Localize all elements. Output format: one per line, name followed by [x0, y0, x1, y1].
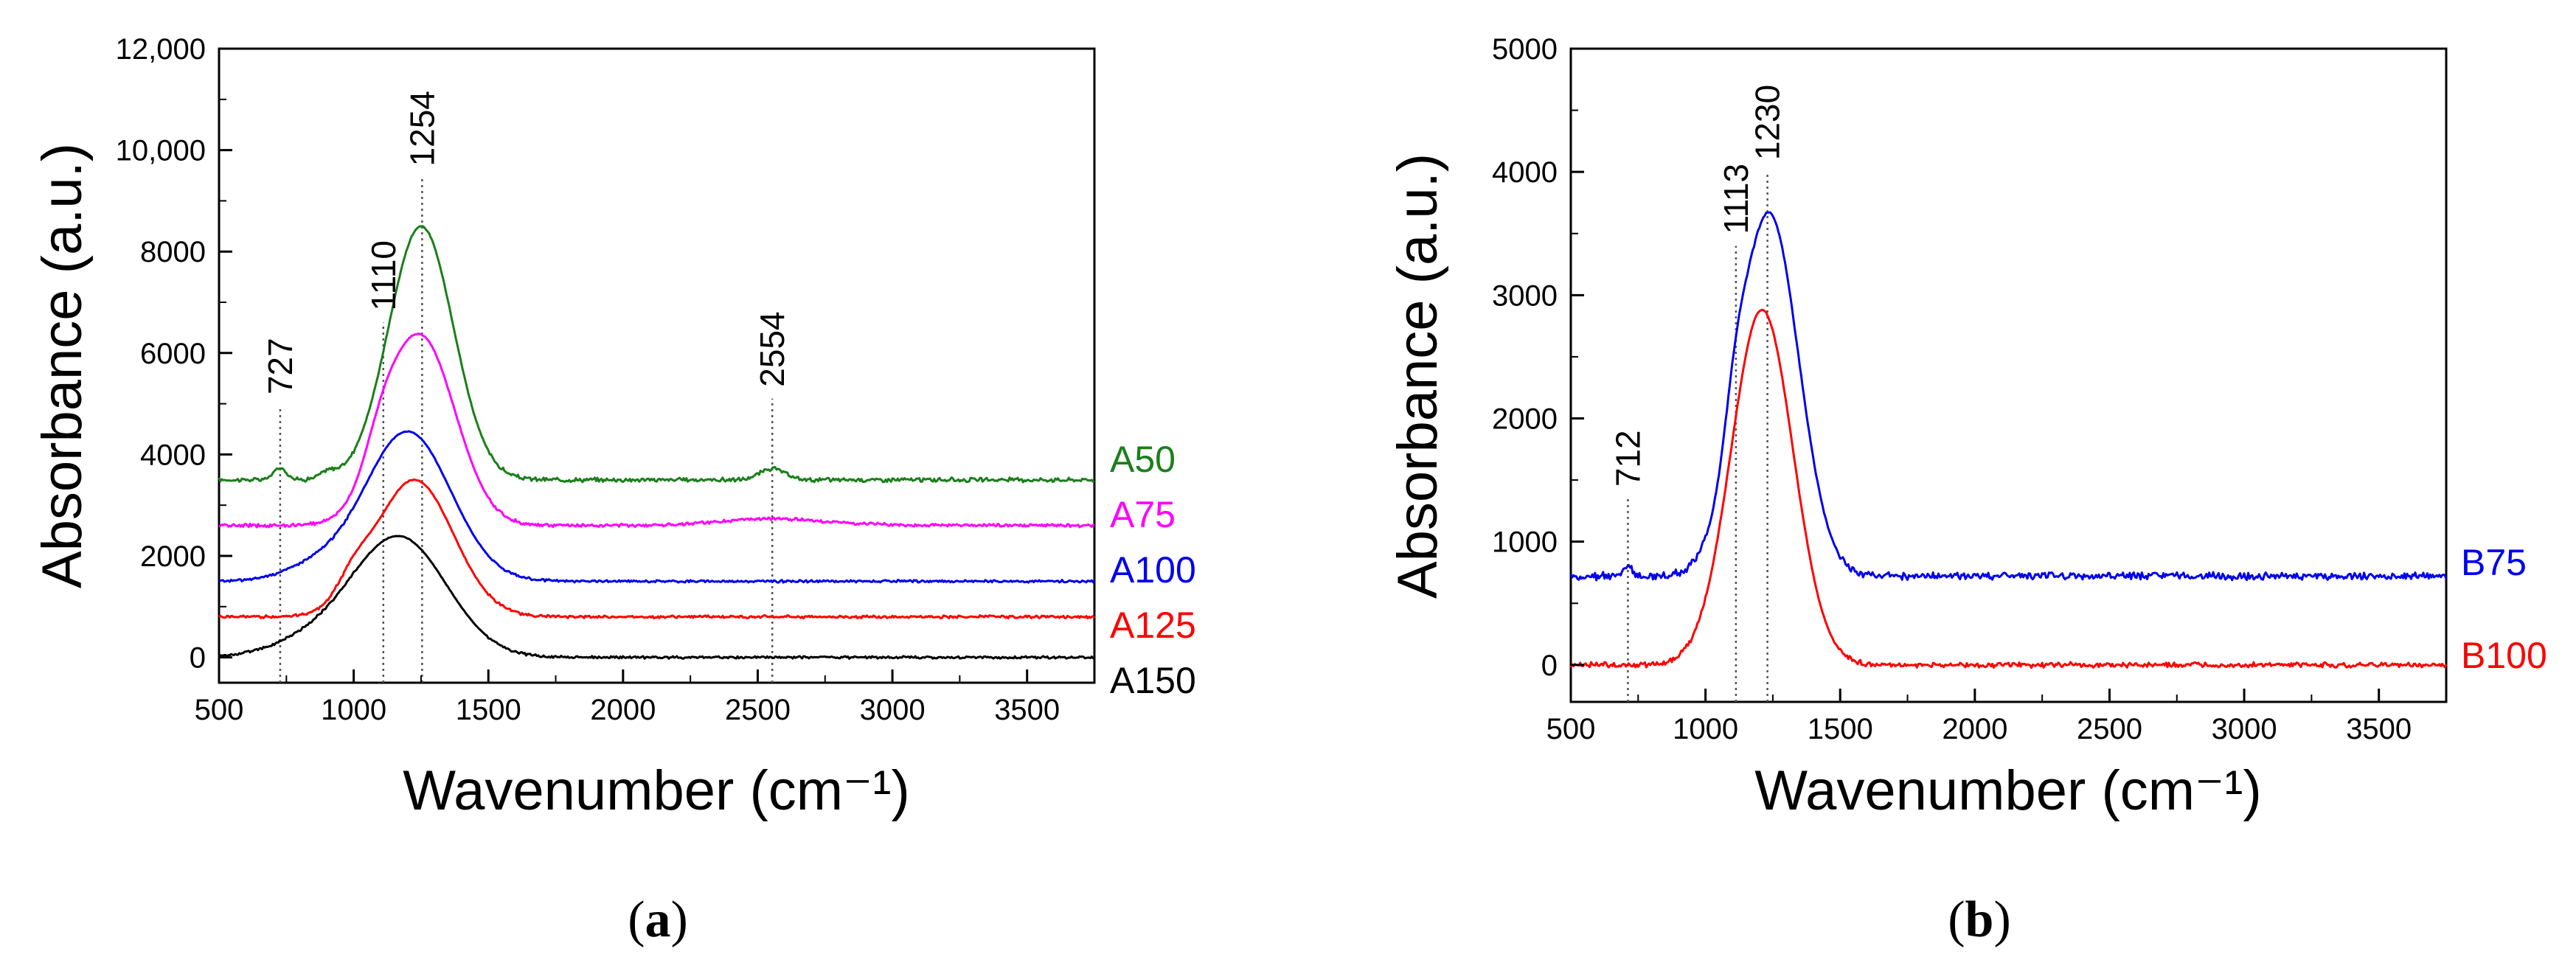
- panel-a-y-tick-label: 2000: [140, 540, 206, 573]
- panel-b-y-tick-label: 4000: [1492, 156, 1558, 189]
- panel-a-x-tick-label: 2000: [590, 694, 656, 726]
- panel-b-y-tick-label: 3000: [1492, 279, 1558, 312]
- panel-b-y-axis-title: Absorbance (a.u.): [1386, 153, 1449, 599]
- panel-a-series-group: [218, 225, 1096, 660]
- panel-a-peak-label-1254: 1254: [403, 91, 441, 166]
- panel-b-series-label-b100: B100: [2461, 635, 2547, 676]
- panel-b-peak-label-1230: 1230: [1749, 85, 1787, 160]
- panel-b-series-label-b75: B75: [2461, 542, 2527, 583]
- panel-a-series-line-a100: [218, 430, 1096, 584]
- panel-b-caption: (b): [1948, 891, 2011, 948]
- panel-a-series-label-a100: A100: [1110, 549, 1196, 591]
- panel-b: 500 1000 1500 2000 2500 3000 3500 0 1000 2000 3000…: [1386, 33, 2547, 948]
- panel-b-peak-labels: 712 1113 1230: [1608, 85, 1786, 487]
- panel-a-series-line-a50: [218, 225, 1095, 484]
- panel-a-caption: (a): [628, 891, 688, 948]
- panel-b-y-tick-label: 0: [1541, 650, 1558, 682]
- panel-b-plot-frame: [1569, 47, 2448, 703]
- panel-a-x-tick-label: 1500: [456, 694, 521, 726]
- panel-b-series-labels: B75 B100: [2461, 542, 2547, 676]
- panel-a-caption-close: ): [671, 891, 688, 948]
- panel-a-x-axis-title: Wavenumber (cm⁻¹): [403, 759, 910, 822]
- panel-a: 500 1000 1500 2000 2500 3000 3500 0 2000 4000 6000…: [31, 33, 1196, 948]
- panel-a-caption-open: (: [628, 891, 645, 948]
- panel-a-peak-labels: 727 1110 1254 2554: [261, 91, 791, 394]
- panel-b-x-tick-label: 2500: [2077, 713, 2142, 745]
- panel-a-series-labels: A50 A75 A100 A125 A150: [1110, 439, 1196, 701]
- panel-a-y-tick-label: 10,000: [116, 135, 206, 167]
- panel-a-series-line-a125: [218, 478, 1096, 620]
- panel-a-y-tick-label: 0: [190, 642, 206, 675]
- panel-a-caption-letter: a: [645, 891, 671, 948]
- panel-b-x-tick-label: 3000: [2212, 713, 2277, 745]
- panel-a-series-label-a50: A50: [1110, 439, 1176, 480]
- panel-a-series-line-a150: [218, 535, 1095, 660]
- panel-b-x-tick-label: 500: [1546, 713, 1596, 745]
- panel-a-series-label-a75: A75: [1110, 494, 1176, 535]
- panel-a-y-tick-label: 6000: [140, 338, 206, 370]
- panel-b-caption-open: (: [1948, 891, 1965, 948]
- panel-a-plot-frame: [218, 47, 1096, 684]
- panel-a-y-tick-label: 12,000: [116, 33, 206, 66]
- panel-a-series-label-a125: A125: [1110, 605, 1196, 646]
- panel-a-x-tick-label: 3000: [860, 694, 926, 726]
- panel-b-y-tick-label: 5000: [1492, 33, 1558, 66]
- panel-b-x-tick-label: 3500: [2346, 713, 2412, 745]
- panel-b-x-tick-label: 2000: [1942, 713, 2007, 745]
- panel-a-y-tick-label: 8000: [140, 236, 206, 268]
- panel-a-x-tick-label: 2500: [725, 694, 791, 726]
- panel-a-peak-label-1110: 1110: [364, 240, 403, 311]
- panel-b-peak-markers: [1627, 172, 1768, 702]
- panel-b-series-line-b100: [1569, 308, 2448, 669]
- panel-b-x-tick-label: 1000: [1673, 713, 1738, 745]
- panel-a-x-tick-label: 3500: [994, 694, 1060, 726]
- panel-a-ticks: 500 1000 1500 2000 2500 3000 3500 0 2000 4000 6000…: [116, 33, 1060, 726]
- panel-a-peak-label-727: 727: [261, 338, 299, 394]
- panel-a-series-line-a75: [218, 332, 1095, 529]
- panel-b-peak-label-1113: 1113: [1717, 164, 1755, 234]
- panel-a-peak-label-2554: 2554: [753, 311, 791, 386]
- panel-b-x-tick-label: 1500: [1808, 713, 1873, 745]
- panel-b-ticks: 500 1000 1500 2000 2500 3000 3500 0 1000 2000 3000…: [1492, 33, 2412, 745]
- panel-b-series-line-b75: [1569, 211, 2448, 582]
- panel-a-peak-markers: [279, 178, 774, 683]
- panel-a-y-tick-label: 4000: [140, 439, 206, 471]
- panel-b-y-tick-label: 2000: [1492, 403, 1558, 436]
- panel-a-x-tick-label: 500: [195, 694, 244, 726]
- panel-b-series-group: [1569, 211, 2448, 669]
- panel-b-caption-close: ): [1993, 891, 2010, 948]
- panel-a-series-label-a150: A150: [1110, 660, 1196, 701]
- panel-b-caption-letter: b: [1965, 891, 1994, 948]
- panel-b-y-tick-label: 1000: [1492, 526, 1558, 559]
- panel-a-y-axis-title: Absorbance (a.u.): [31, 143, 94, 588]
- panel-b-peak-label-712: 712: [1608, 430, 1647, 487]
- panel-b-x-axis-title: Wavenumber (cm⁻¹): [1754, 759, 2262, 822]
- panel-a-x-tick-label: 1000: [321, 694, 386, 726]
